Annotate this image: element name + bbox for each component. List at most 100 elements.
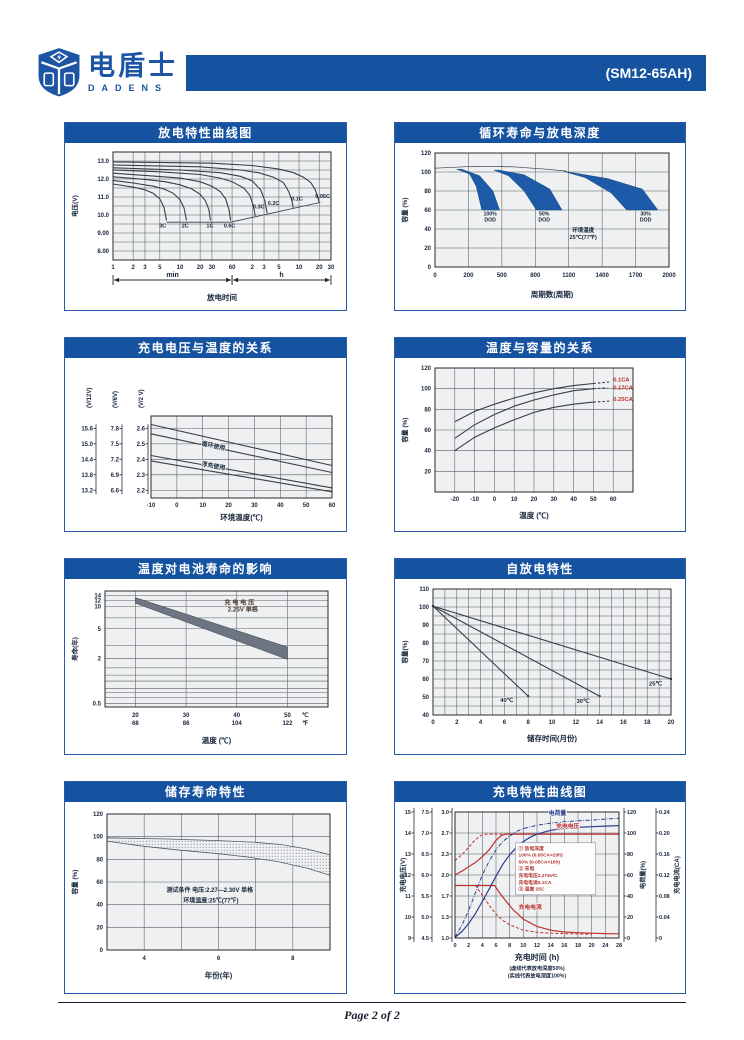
svg-text:电荷量: 电荷量 bbox=[549, 809, 567, 817]
svg-text:容量 (%): 容量 (%) bbox=[400, 198, 409, 224]
page-number: Page 2 of 2 bbox=[344, 1008, 400, 1022]
svg-text:0: 0 bbox=[627, 936, 630, 942]
svg-text:2.0: 2.0 bbox=[441, 873, 449, 879]
svg-text:50: 50 bbox=[303, 503, 310, 509]
panel-charge-characteristics: 充电特性曲线图 0 2 4 6 8 10 12 14 16 18 20 24 28 3.0 2.7 2.3 2.… bbox=[394, 781, 686, 994]
svg-text:9.00: 9.00 bbox=[97, 231, 109, 237]
svg-text:8: 8 bbox=[291, 956, 295, 962]
svg-text:充电电流0.1CA: 充电电流0.1CA bbox=[519, 879, 552, 886]
svg-text:3.0: 3.0 bbox=[441, 810, 449, 816]
charge-characteristics-chart: 0 2 4 6 8 10 12 14 16 18 20 24 283.02.72.32.01.71.31… bbox=[398, 808, 681, 980]
svg-text:2.5: 2.5 bbox=[137, 442, 146, 448]
svg-text:30: 30 bbox=[251, 503, 258, 509]
svg-text:122: 122 bbox=[282, 721, 293, 727]
svg-text:2.25V 单格: 2.25V 单格 bbox=[228, 606, 259, 614]
svg-text:20: 20 bbox=[668, 720, 675, 726]
svg-text:10: 10 bbox=[296, 265, 303, 271]
svg-text:70: 70 bbox=[422, 659, 429, 665]
svg-text:800: 800 bbox=[530, 273, 541, 279]
svg-text:充电电压2.275V/C: 充电电压2.275V/C bbox=[519, 872, 559, 879]
svg-text:寿命(年): 寿命(年) bbox=[70, 637, 79, 661]
svg-text:30: 30 bbox=[183, 713, 190, 719]
svg-text:60: 60 bbox=[422, 677, 429, 683]
svg-text:充 电 电 压: 充 电 电 压 bbox=[224, 598, 255, 606]
svg-text:40: 40 bbox=[424, 449, 431, 455]
svg-text:DOD: DOD bbox=[484, 218, 496, 224]
svg-text:充电电压(V): 充电电压(V) bbox=[398, 858, 407, 893]
svg-text:(虚线代表放电深度50%): (虚线代表放电深度50%) bbox=[509, 964, 565, 972]
svg-text:1.3: 1.3 bbox=[441, 915, 449, 921]
panel-title: 温度与容量的关系 bbox=[395, 338, 685, 358]
svg-text:周期数(周期): 周期数(周期) bbox=[531, 289, 574, 299]
svg-text:2: 2 bbox=[131, 265, 135, 271]
svg-text:20: 20 bbox=[96, 925, 103, 931]
svg-text:11: 11 bbox=[405, 894, 411, 900]
svg-text:0: 0 bbox=[493, 497, 497, 503]
svg-text:18: 18 bbox=[575, 943, 581, 949]
svg-text:10: 10 bbox=[177, 265, 184, 271]
svg-text:(V/6V): (V/6V) bbox=[113, 391, 119, 408]
svg-text:0.3C: 0.3C bbox=[253, 205, 265, 211]
brand-logo: 电盾士 DADENS bbox=[36, 46, 178, 98]
svg-text:25℃: 25℃ bbox=[649, 681, 662, 688]
svg-text:测试条件 电压:2.27—2.30V 单格: 测试条件 电压:2.27—2.30V 单格 bbox=[166, 886, 254, 894]
svg-text:5: 5 bbox=[158, 265, 162, 271]
panel-temperature-capacity: 温度与容量的关系 -20 -10 0 10 20 30 40 50 60 20 40 60 80 100 1… bbox=[394, 337, 686, 532]
shield-logo-icon bbox=[38, 48, 80, 97]
svg-text:电压(V): 电压(V) bbox=[70, 195, 79, 217]
svg-text:20: 20 bbox=[424, 246, 431, 252]
svg-text:3C: 3C bbox=[159, 224, 166, 230]
svg-text:30: 30 bbox=[550, 497, 557, 503]
svg-text:100: 100 bbox=[627, 831, 636, 837]
svg-text:15.6: 15.6 bbox=[81, 426, 93, 432]
svg-text:容量 (%): 容量 (%) bbox=[400, 418, 409, 444]
svg-text:0.17CA: 0.17CA bbox=[613, 386, 633, 392]
svg-text:25℃(77℉): 25℃(77℉) bbox=[570, 234, 597, 241]
svg-text:3: 3 bbox=[262, 265, 266, 271]
svg-text:充电电压: 充电电压 bbox=[556, 822, 579, 830]
svg-text:充电时间 (h): 充电时间 (h) bbox=[515, 952, 560, 962]
svg-text:储存时间(月份): 储存时间(月份) bbox=[527, 733, 577, 743]
svg-text:0: 0 bbox=[433, 273, 437, 279]
svg-text:10: 10 bbox=[199, 503, 206, 509]
svg-text:80: 80 bbox=[627, 852, 633, 858]
svg-text:104: 104 bbox=[232, 721, 243, 727]
svg-text:充电电流: 充电电流 bbox=[519, 903, 542, 911]
svg-text:40: 40 bbox=[570, 497, 577, 503]
footer-divider bbox=[58, 1002, 686, 1003]
panel-title: 温度对电池寿命的影响 bbox=[65, 559, 346, 579]
svg-text:容量(%): 容量(%) bbox=[400, 640, 409, 664]
svg-text:温度 (℃): 温度 (℃) bbox=[202, 735, 232, 745]
svg-text:1C: 1C bbox=[206, 224, 213, 230]
svg-text:min: min bbox=[166, 272, 178, 279]
svg-text:放电时间: 放电时间 bbox=[206, 292, 237, 302]
svg-text:40: 40 bbox=[96, 903, 103, 909]
svg-text:② 充电: ② 充电 bbox=[519, 865, 535, 872]
svg-text:4: 4 bbox=[479, 720, 483, 726]
svg-text:1.7: 1.7 bbox=[441, 894, 449, 900]
brand-name-en: DADENS bbox=[88, 82, 169, 93]
svg-text:6.0: 6.0 bbox=[421, 873, 429, 879]
svg-text:2: 2 bbox=[251, 265, 255, 271]
svg-text:2.7: 2.7 bbox=[441, 831, 449, 837]
svg-text:120: 120 bbox=[627, 810, 636, 816]
svg-text:15: 15 bbox=[405, 810, 411, 816]
panel-storage-life: 储存寿命特性 4 6 8 0 20 40 60 80 100 120 测试条件 电压:2.27—2.… bbox=[64, 781, 347, 994]
svg-text:20: 20 bbox=[424, 469, 431, 475]
panel-title: 充电电压与温度的关系 bbox=[65, 338, 346, 358]
svg-text:90: 90 bbox=[422, 623, 429, 629]
svg-text:110: 110 bbox=[419, 587, 429, 593]
discharge-characteristics-chart: 1 2 3 5 10 20 30 60 2 3 5 10 20 30 13.0 12.0 11.0 10.0 9.0… bbox=[70, 151, 335, 302]
svg-text:10: 10 bbox=[511, 497, 518, 503]
svg-text:20: 20 bbox=[627, 915, 633, 921]
svg-text:30℃: 30℃ bbox=[576, 698, 589, 705]
svg-text:① 放电深度: ① 放电深度 bbox=[519, 845, 545, 852]
svg-text:2.3: 2.3 bbox=[137, 473, 146, 479]
svg-text:100%: 100% bbox=[484, 212, 498, 218]
svg-text:20: 20 bbox=[197, 265, 204, 271]
svg-text:80: 80 bbox=[422, 641, 429, 647]
svg-text:10: 10 bbox=[405, 915, 411, 921]
svg-text:12: 12 bbox=[572, 720, 579, 726]
svg-text:℃: ℃ bbox=[302, 712, 309, 719]
svg-text:0.12: 0.12 bbox=[659, 873, 670, 879]
